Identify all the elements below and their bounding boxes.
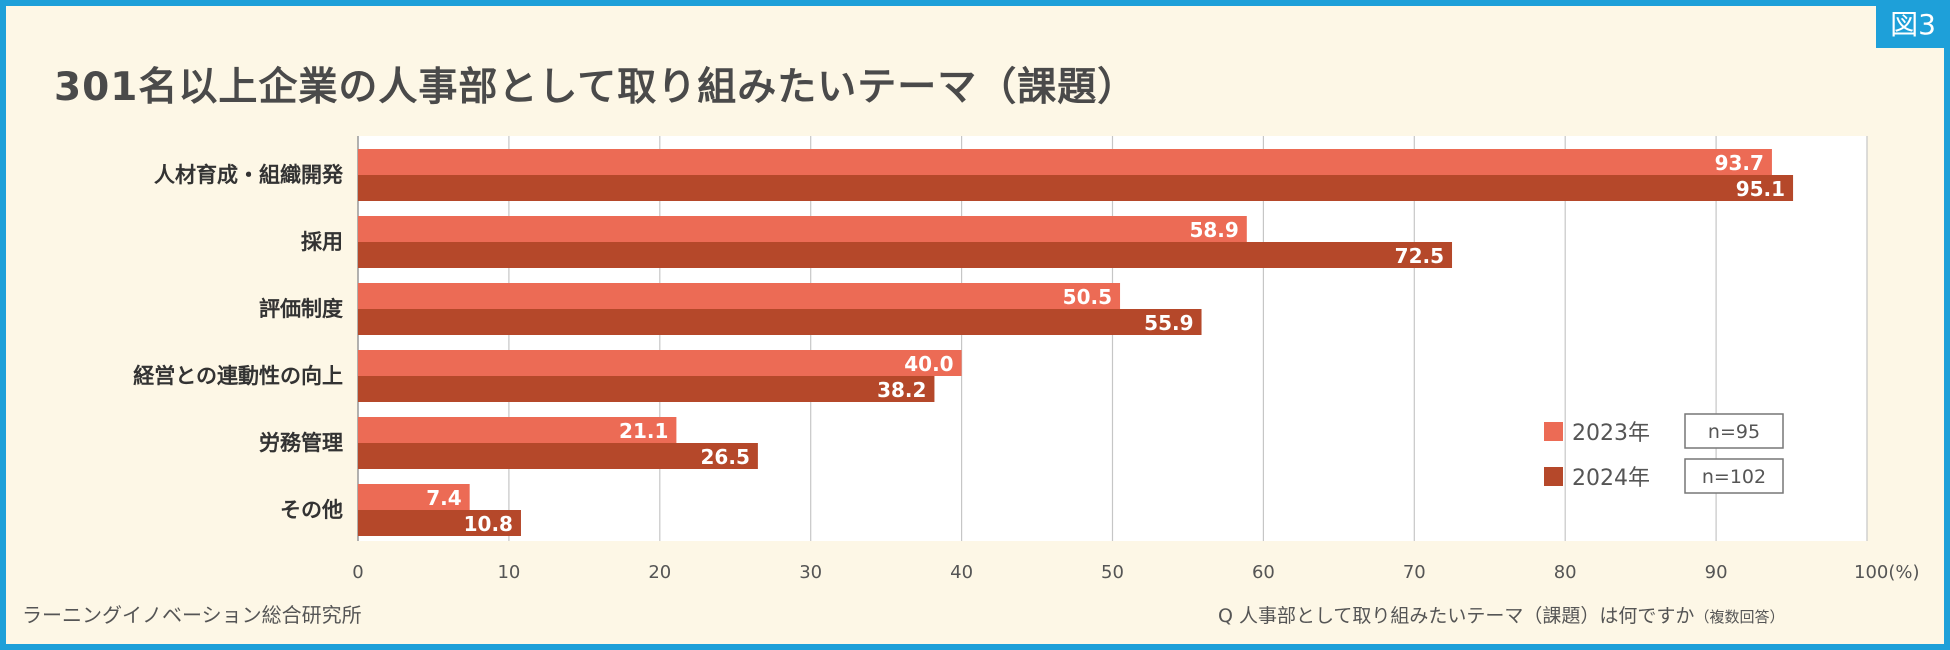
bar-2023 xyxy=(358,216,1247,242)
bar-2023 xyxy=(358,484,470,510)
value-label: 55.9 xyxy=(1144,311,1193,335)
category-label: その他 xyxy=(280,498,343,522)
category-label: 評価制度 xyxy=(259,297,343,321)
value-label: 50.5 xyxy=(1063,285,1112,309)
legend-label-2023: 2023年 xyxy=(1572,421,1650,446)
legend-n-box-2023 xyxy=(1684,413,1784,449)
bar-2023 xyxy=(358,350,962,376)
x-tick-label: 100(%) xyxy=(1854,562,1920,583)
x-axis-ticks: 0 10 20 30 40 50 60 70 80 90 100(%) xyxy=(352,562,1919,583)
figure-badge: 図3 xyxy=(1876,0,1950,48)
x-tick-label: 20 xyxy=(648,562,671,583)
value-label: 10.8 xyxy=(464,512,513,536)
value-label: 38.2 xyxy=(877,378,926,402)
value-label: 95.1 xyxy=(1736,177,1785,201)
legend-swatch-2024 xyxy=(1544,467,1563,486)
category-label: 労務管理 xyxy=(259,431,343,455)
bar-2024 xyxy=(358,510,521,536)
legend-n-box-2024 xyxy=(1684,458,1784,494)
x-tick-label: 50 xyxy=(1101,562,1124,583)
bar-2024 xyxy=(358,175,1794,201)
source-note: ラーニングイノベーション総合研究所 xyxy=(22,603,362,627)
value-label: 21.1 xyxy=(619,419,668,443)
legend-n-2024: n=102 xyxy=(1702,466,1766,488)
value-label: 93.7 xyxy=(1715,151,1764,175)
bar-2023 xyxy=(358,283,1121,309)
legend-label-2024: 2024年 xyxy=(1572,466,1650,491)
category-label: 採用 xyxy=(301,230,343,254)
bar-2024 xyxy=(358,443,758,469)
x-tick-label: 80 xyxy=(1554,562,1577,583)
bar-2024 xyxy=(358,309,1202,335)
bar-2024 xyxy=(358,242,1453,268)
x-tick-label: 60 xyxy=(1252,562,1275,583)
value-label: 7.4 xyxy=(426,486,461,510)
x-tick-label: 10 xyxy=(497,562,520,583)
legend: 2023年 n=95 2024年 n=102 xyxy=(1544,413,1784,494)
chart-title: 301名以上企業の人事部として取り組みたいテーマ（課題） xyxy=(54,65,1138,110)
question-note: Q 人事部として取り組みたいテーマ（課題）は何ですか（複数回答） xyxy=(1218,601,1784,628)
legend-swatch-2023 xyxy=(1544,422,1563,441)
bar-2023 xyxy=(358,417,677,443)
bar-2024 xyxy=(358,376,935,402)
x-tick-label: 30 xyxy=(799,562,822,583)
value-label: 40.0 xyxy=(904,352,953,376)
value-label: 58.9 xyxy=(1189,218,1238,242)
category-label: 人材育成・組織開発 xyxy=(154,163,344,187)
bar-2023 xyxy=(358,149,1772,175)
x-tick-label: 90 xyxy=(1705,562,1728,583)
legend-n-2023: n=95 xyxy=(1708,421,1760,443)
x-tick-label: 0 xyxy=(352,562,363,583)
value-label: 26.5 xyxy=(701,445,750,469)
bars: 93.795.1 58.9 72.5 50.5 55.9 40.038.2 21.1 26.5… xyxy=(358,149,1794,536)
value-label: 72.5 xyxy=(1395,244,1444,268)
x-tick-label: 40 xyxy=(950,562,973,583)
question-text: Q 人事部として取り組みたいテーマ（課題）は何ですか xyxy=(1218,605,1695,627)
question-answer-note: （複数回答） xyxy=(1694,608,1785,626)
x-tick-label: 70 xyxy=(1403,562,1426,583)
category-label: 経営との連動性の向上 xyxy=(133,364,343,388)
